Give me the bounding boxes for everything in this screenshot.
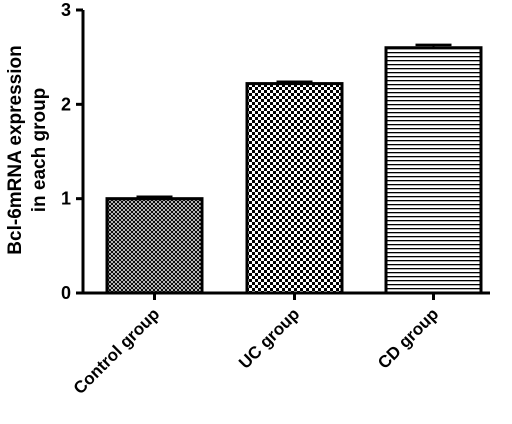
y-axis-title: Bcl-6mRNA expression in each group xyxy=(5,45,50,254)
y-tick-label: 3 xyxy=(61,0,71,20)
y-axis-ticks: 0 1 2 3 xyxy=(61,0,83,303)
bar-control-group xyxy=(105,197,204,295)
bar-cd-group xyxy=(384,46,483,295)
y-tick-label: 0 xyxy=(61,283,71,303)
x-category-label: CD group xyxy=(374,304,442,372)
bar-uc-group xyxy=(245,82,344,295)
y-axis-title-line-1: Bcl-6mRNA expression xyxy=(5,45,26,254)
y-axis-title-line-2: in each group xyxy=(29,88,50,213)
x-category-label: UC group xyxy=(235,304,303,372)
x-axis-ticks: Control group UC group CD group xyxy=(70,293,442,398)
y-tick-label: 2 xyxy=(61,94,71,114)
y-tick-label: 1 xyxy=(61,189,71,209)
x-category-label: Control group xyxy=(70,304,164,398)
bars xyxy=(105,43,483,295)
